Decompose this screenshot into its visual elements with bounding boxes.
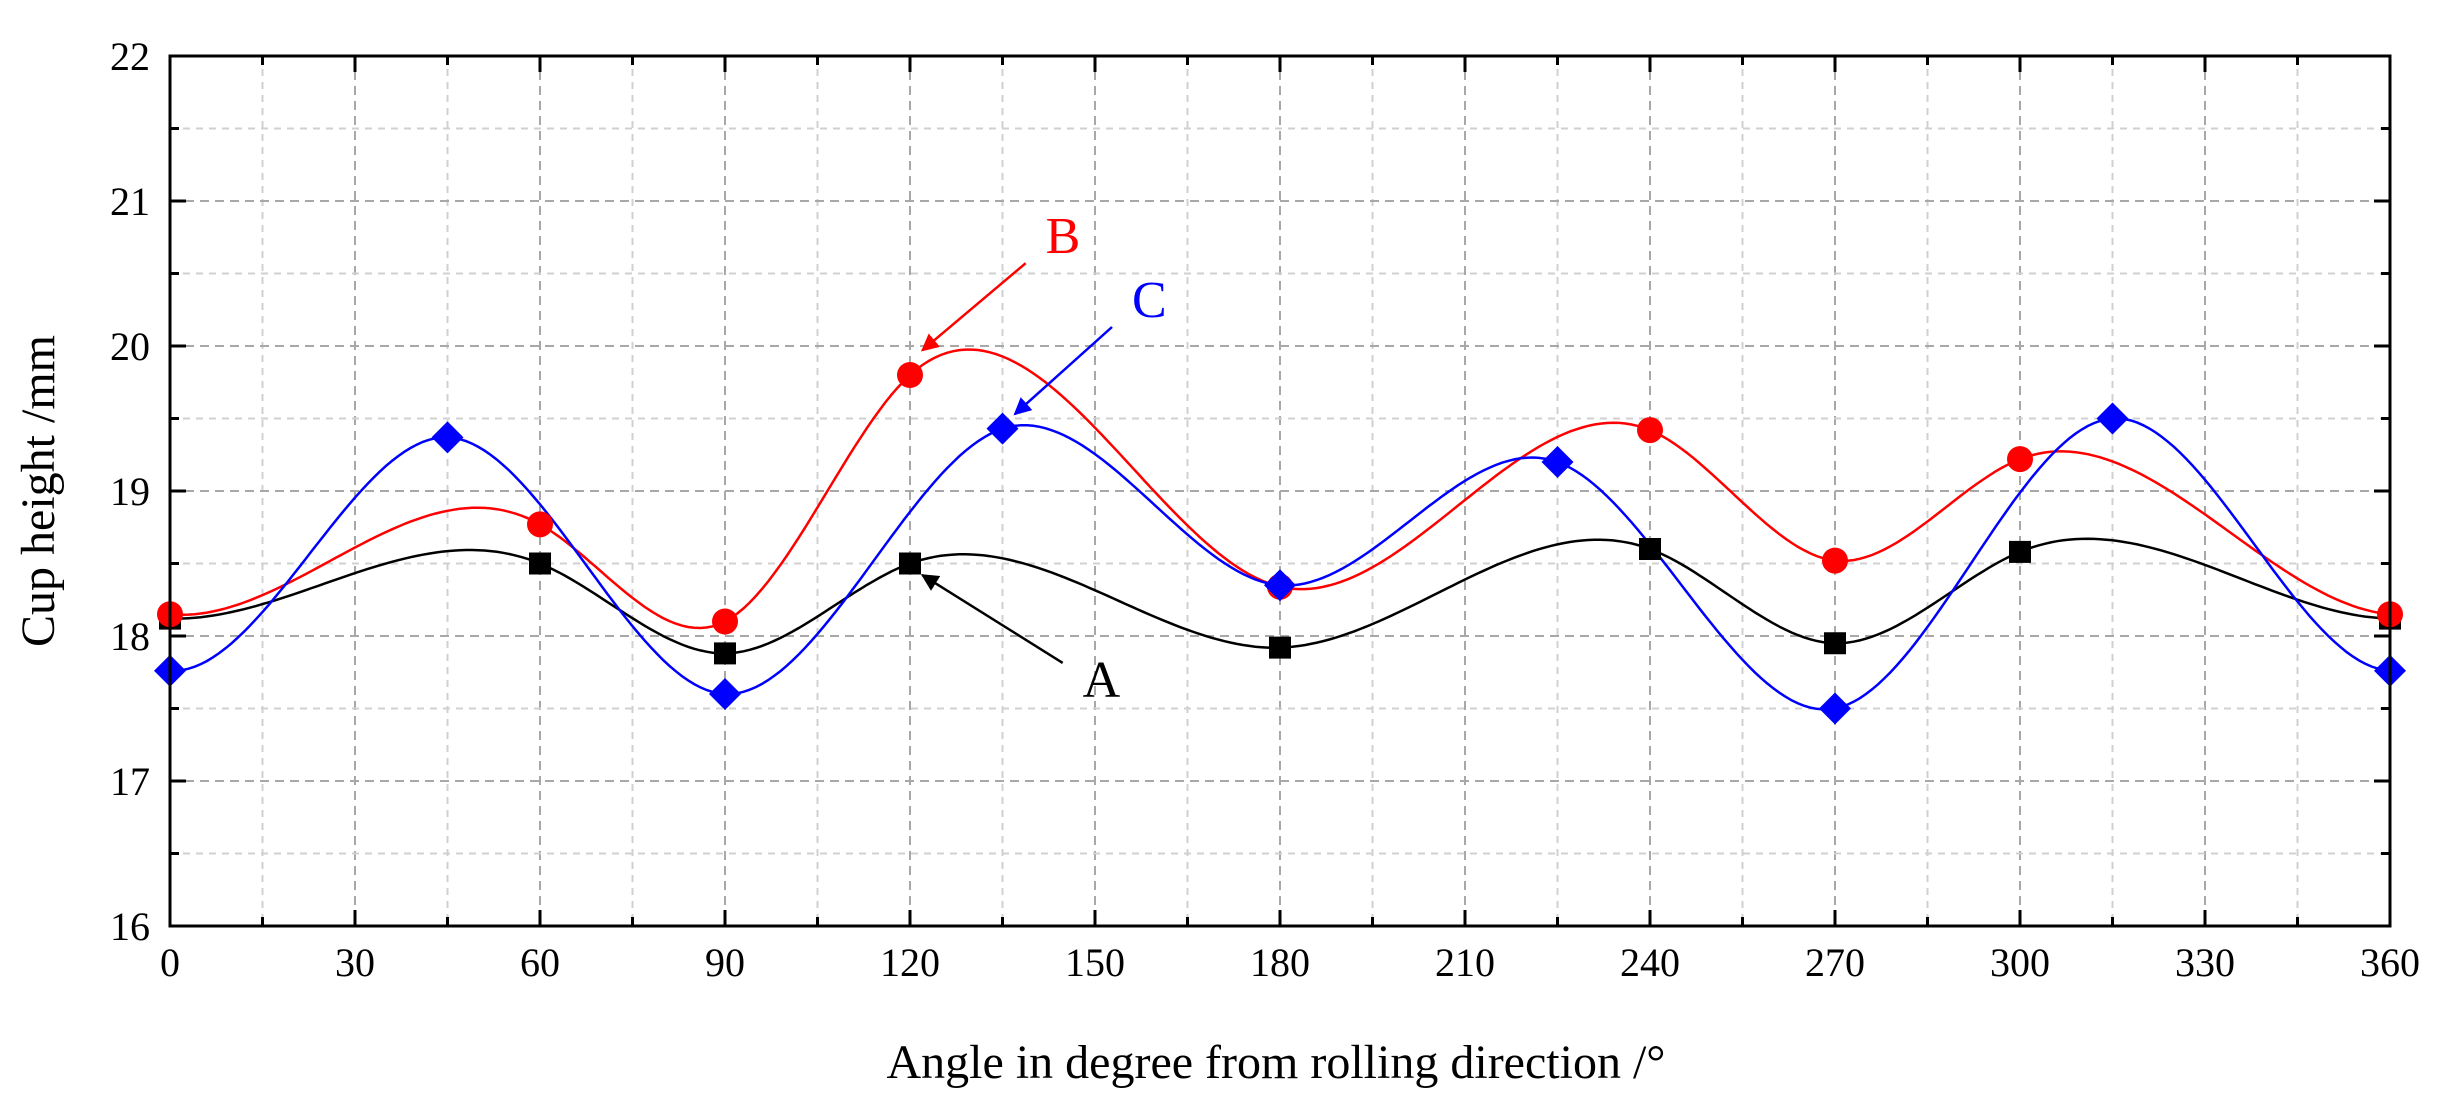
data-point-B — [527, 511, 553, 538]
data-point-C — [986, 412, 1019, 445]
data-point-B — [897, 362, 923, 388]
callout-arrow-C — [1013, 326, 1113, 416]
x-tick-label: 360 — [2360, 940, 2420, 985]
x-tick-label: 270 — [1805, 940, 1865, 985]
data-point-C — [431, 421, 464, 454]
x-tick-label: 90 — [705, 940, 745, 985]
grid — [170, 56, 2390, 926]
data-point-B — [1822, 547, 1848, 574]
data-point-A — [2009, 540, 2031, 563]
y-tick-label: 20 — [110, 324, 150, 369]
x-tick-label: 180 — [1250, 940, 1310, 985]
data-point-C — [1541, 446, 1574, 478]
data-point-B — [712, 608, 738, 635]
data-point-A — [1269, 636, 1291, 659]
callout-arrow-A — [920, 574, 1064, 664]
y-axis-title: Cup height /mm — [12, 335, 65, 647]
y-tick-label: 16 — [110, 904, 150, 949]
x-tick-label: 120 — [880, 940, 940, 985]
callout-label-A: A — [1083, 652, 1121, 709]
x-axis-title: Angle in degree from rolling direction /… — [887, 1036, 1666, 1089]
x-tick-label: 30 — [335, 940, 375, 985]
x-tick-label: 240 — [1620, 940, 1680, 985]
x-tick-label: 0 — [160, 940, 180, 985]
data-point-A — [714, 642, 736, 665]
data-point-C — [2096, 402, 2129, 435]
data-point-B — [2007, 446, 2033, 473]
x-tick-label: 150 — [1065, 940, 1125, 985]
data-point-C — [1819, 692, 1851, 725]
y-tick-label: 21 — [110, 179, 150, 224]
data-point-A — [529, 552, 551, 575]
y-tick-label: 22 — [110, 34, 150, 79]
x-tick-label: 60 — [520, 940, 560, 985]
callout-arrow-B — [920, 262, 1027, 352]
data-point-B — [1637, 417, 1663, 444]
data-point-A — [1639, 538, 1661, 560]
data-point-C — [1264, 569, 1296, 602]
series-layer — [154, 348, 2406, 725]
callout-label-C: C — [1132, 272, 1167, 329]
y-tick-label: 17 — [110, 759, 150, 804]
data-point-A — [899, 552, 921, 575]
data-point-A — [1824, 632, 1846, 655]
y-tick-label: 18 — [110, 614, 150, 659]
callout-label-B: B — [1046, 208, 1081, 265]
tick-labels: 0 30 60 90 120 150 180 210 240 270 300 330 360 16 17 18… — [110, 34, 2420, 985]
axes — [168, 54, 2392, 928]
x-tick-label: 330 — [2175, 940, 2235, 985]
annotation-layer: A BC — [920, 208, 1167, 709]
x-tick-label: 300 — [1990, 940, 2050, 985]
data-point-C — [709, 678, 741, 710]
x-tick-label: 210 — [1435, 940, 1495, 985]
y-tick-label: 19 — [110, 469, 150, 514]
